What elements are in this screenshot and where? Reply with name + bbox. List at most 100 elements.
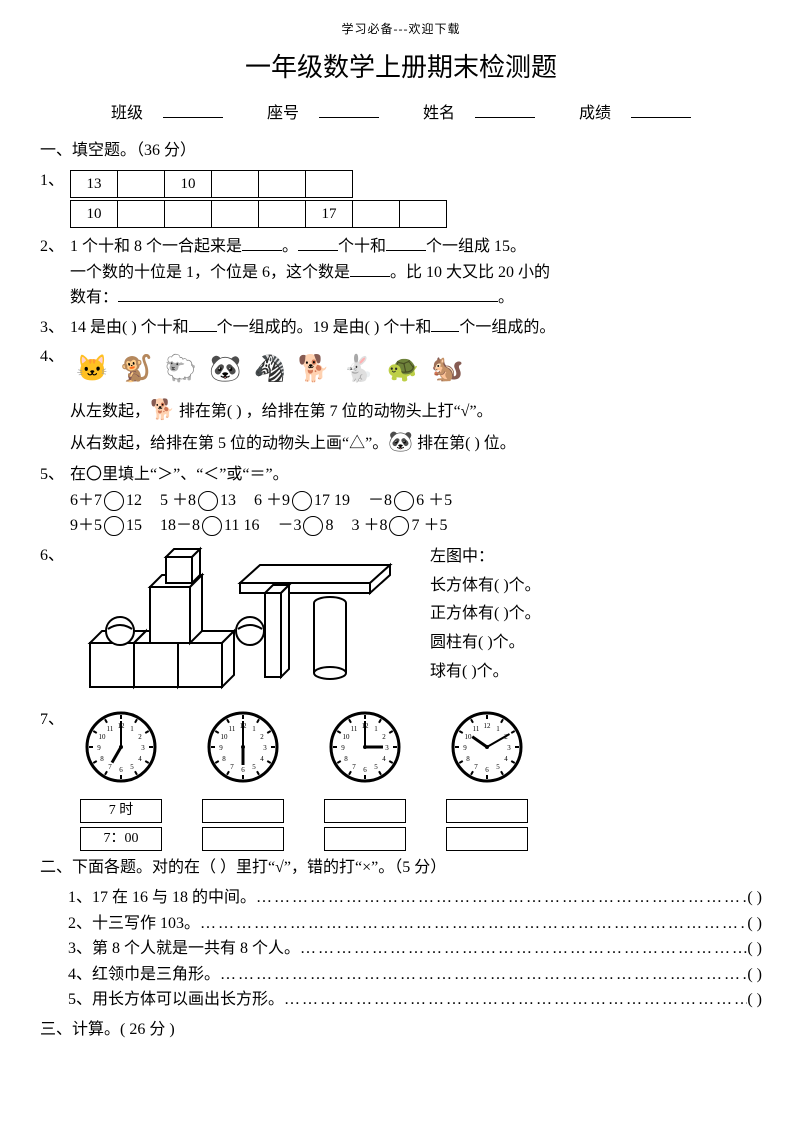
panda-icon: 🐼 <box>388 431 413 453</box>
q2-blank1[interactable] <box>242 234 282 251</box>
animal-icon: 🐕 <box>298 348 330 390</box>
tf-answer-paren[interactable]: ( ) <box>747 962 762 988</box>
clock-time-box[interactable] <box>446 799 528 823</box>
svg-text:5: 5 <box>374 763 378 771</box>
field-name-blank[interactable] <box>475 101 535 118</box>
tf-item: 5、用长方体可以画出长方形。……………………………………………………………………… <box>68 987 762 1013</box>
tf-item: 4、红领巾是三角形。………………………………………………………………………………… <box>68 962 762 988</box>
q5e: 12 <box>126 492 142 509</box>
number-cell[interactable] <box>212 200 259 227</box>
svg-text:1: 1 <box>252 725 256 733</box>
compare-circle[interactable] <box>292 491 312 511</box>
q3-blank1[interactable] <box>189 315 217 332</box>
number-cell: 10 <box>165 170 212 197</box>
svg-text:11: 11 <box>229 725 236 733</box>
number-cell[interactable] <box>118 170 165 197</box>
q3-c: 个一组成的。 <box>459 319 555 336</box>
q2-blank3[interactable] <box>386 234 426 251</box>
page-title: 一年级数学上册期末检测题 <box>40 47 762 89</box>
tf-answer-paren[interactable]: ( ) <box>747 885 762 911</box>
number-cell: 17 <box>306 200 353 227</box>
q1: 1、 1310 1017 <box>40 168 762 230</box>
q7-num: 7、 <box>40 707 66 733</box>
tf-text: 3、第 8 个人就是一共有 8 个人。 <box>68 936 300 962</box>
number-cell[interactable] <box>118 200 165 227</box>
number-cell[interactable] <box>259 170 306 197</box>
clock-time-box[interactable] <box>324 827 406 851</box>
q2-l1c: 个十和 <box>338 238 386 255</box>
clock-column: 121234567891011 <box>324 707 406 852</box>
svg-text:10: 10 <box>342 733 350 741</box>
compare-circle[interactable] <box>198 491 218 511</box>
number-cell[interactable] <box>400 200 447 227</box>
svg-text:3: 3 <box>507 744 511 752</box>
clock-time-box[interactable] <box>202 799 284 823</box>
q2-blank4[interactable] <box>350 260 390 277</box>
tf-item: 2、十三写作 103。……………………………………………………………………………… <box>68 911 762 937</box>
q5e: 11 16 <box>224 517 259 534</box>
q6-num: 6、 <box>40 543 66 569</box>
field-seat: 座号 <box>257 105 389 122</box>
field-score-blank[interactable] <box>631 101 691 118</box>
q5e: 3 ＋8 <box>351 517 387 534</box>
svg-text:5: 5 <box>252 763 256 771</box>
q5-row1: 6＋712 5 ＋813 6 ＋917 19 －86 ＋5 <box>70 488 740 514</box>
clock-time-box[interactable] <box>446 827 528 851</box>
svg-text:10: 10 <box>220 733 228 741</box>
compare-circle[interactable] <box>104 491 124 511</box>
number-cell[interactable] <box>212 170 259 197</box>
q5e: 8 <box>325 517 333 534</box>
q2-blank5[interactable] <box>118 285 498 302</box>
q5e: 13 <box>220 492 236 509</box>
compare-circle[interactable] <box>202 516 222 536</box>
svg-text:9: 9 <box>97 744 101 752</box>
animal-icon: 🐢 <box>387 348 419 390</box>
number-cell[interactable] <box>306 170 353 197</box>
q5e: －8 <box>368 492 392 509</box>
tf-dots: …………………………………………………………………………………………………………… <box>256 885 747 911</box>
animal-icon: 🐇 <box>342 348 374 390</box>
compare-circle[interactable] <box>303 516 323 536</box>
svg-text:1: 1 <box>374 725 378 733</box>
q4-l1a: 从左数起， <box>70 403 150 420</box>
tf-answer-paren[interactable]: ( ) <box>747 911 762 937</box>
svg-text:10: 10 <box>98 733 106 741</box>
tf-text: 4、红领巾是三角形。 <box>68 962 220 988</box>
clock-column: 121234567891011 <box>202 707 284 852</box>
tf-list: 1、17 在 16 与 18 的中间。………………………………………………………… <box>68 885 762 1013</box>
q3-b: 个一组成的。19 是由( ) 个十和 <box>217 319 432 336</box>
compare-circle[interactable] <box>394 491 414 511</box>
number-cell[interactable] <box>259 200 306 227</box>
section-1-heading: 一、填空题。（36 分） <box>40 138 762 164</box>
clock-column: 121234567891011 7 时7：00 <box>80 707 162 852</box>
q2-blank2[interactable] <box>298 234 338 251</box>
number-cell[interactable] <box>353 200 400 227</box>
tf-text: 5、用长方体可以画出长方形。 <box>68 987 284 1013</box>
tf-dots: …………………………………………………………………………………………………………… <box>220 962 747 988</box>
tf-item: 3、第 8 个人就是一共有 8 个人。………………………………………………………… <box>68 936 762 962</box>
animal-icon: 🦓 <box>254 348 286 390</box>
q3-a: 14 是由( ) 个十和 <box>70 319 189 336</box>
clock-time-box[interactable] <box>202 827 284 851</box>
svg-text:6: 6 <box>241 766 245 774</box>
svg-text:5: 5 <box>130 763 134 771</box>
q4-l2b: 排在第( ) 位。 <box>413 435 516 452</box>
svg-text:4: 4 <box>382 755 386 763</box>
tf-answer-paren[interactable]: ( ) <box>747 936 762 962</box>
tf-answer-paren[interactable]: ( ) <box>747 987 762 1013</box>
q3-blank2[interactable] <box>431 315 459 332</box>
compare-circle[interactable] <box>389 516 409 536</box>
clock-time-box[interactable] <box>324 799 406 823</box>
field-name: 姓名 <box>413 105 545 122</box>
field-class-blank[interactable] <box>163 101 223 118</box>
field-seat-blank[interactable] <box>319 101 379 118</box>
svg-text:9: 9 <box>341 744 345 752</box>
q4: 4、 🐱🐒🐑🐼🦓🐕🐇🐢🐿️ 从左数起，🐕 排在第( ) ，给排在第 7 位的动物… <box>40 344 762 458</box>
q5e: 7 ＋5 <box>411 517 447 534</box>
compare-circle[interactable] <box>104 516 124 536</box>
q6-t4: 球有( )个。 <box>430 658 541 687</box>
svg-text:6: 6 <box>485 766 489 774</box>
clock-face: 121234567891011 <box>447 707 527 796</box>
number-cell[interactable] <box>165 200 212 227</box>
field-name-label: 姓名 <box>423 105 455 122</box>
